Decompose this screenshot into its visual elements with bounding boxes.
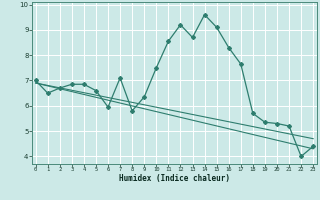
- X-axis label: Humidex (Indice chaleur): Humidex (Indice chaleur): [119, 174, 230, 183]
